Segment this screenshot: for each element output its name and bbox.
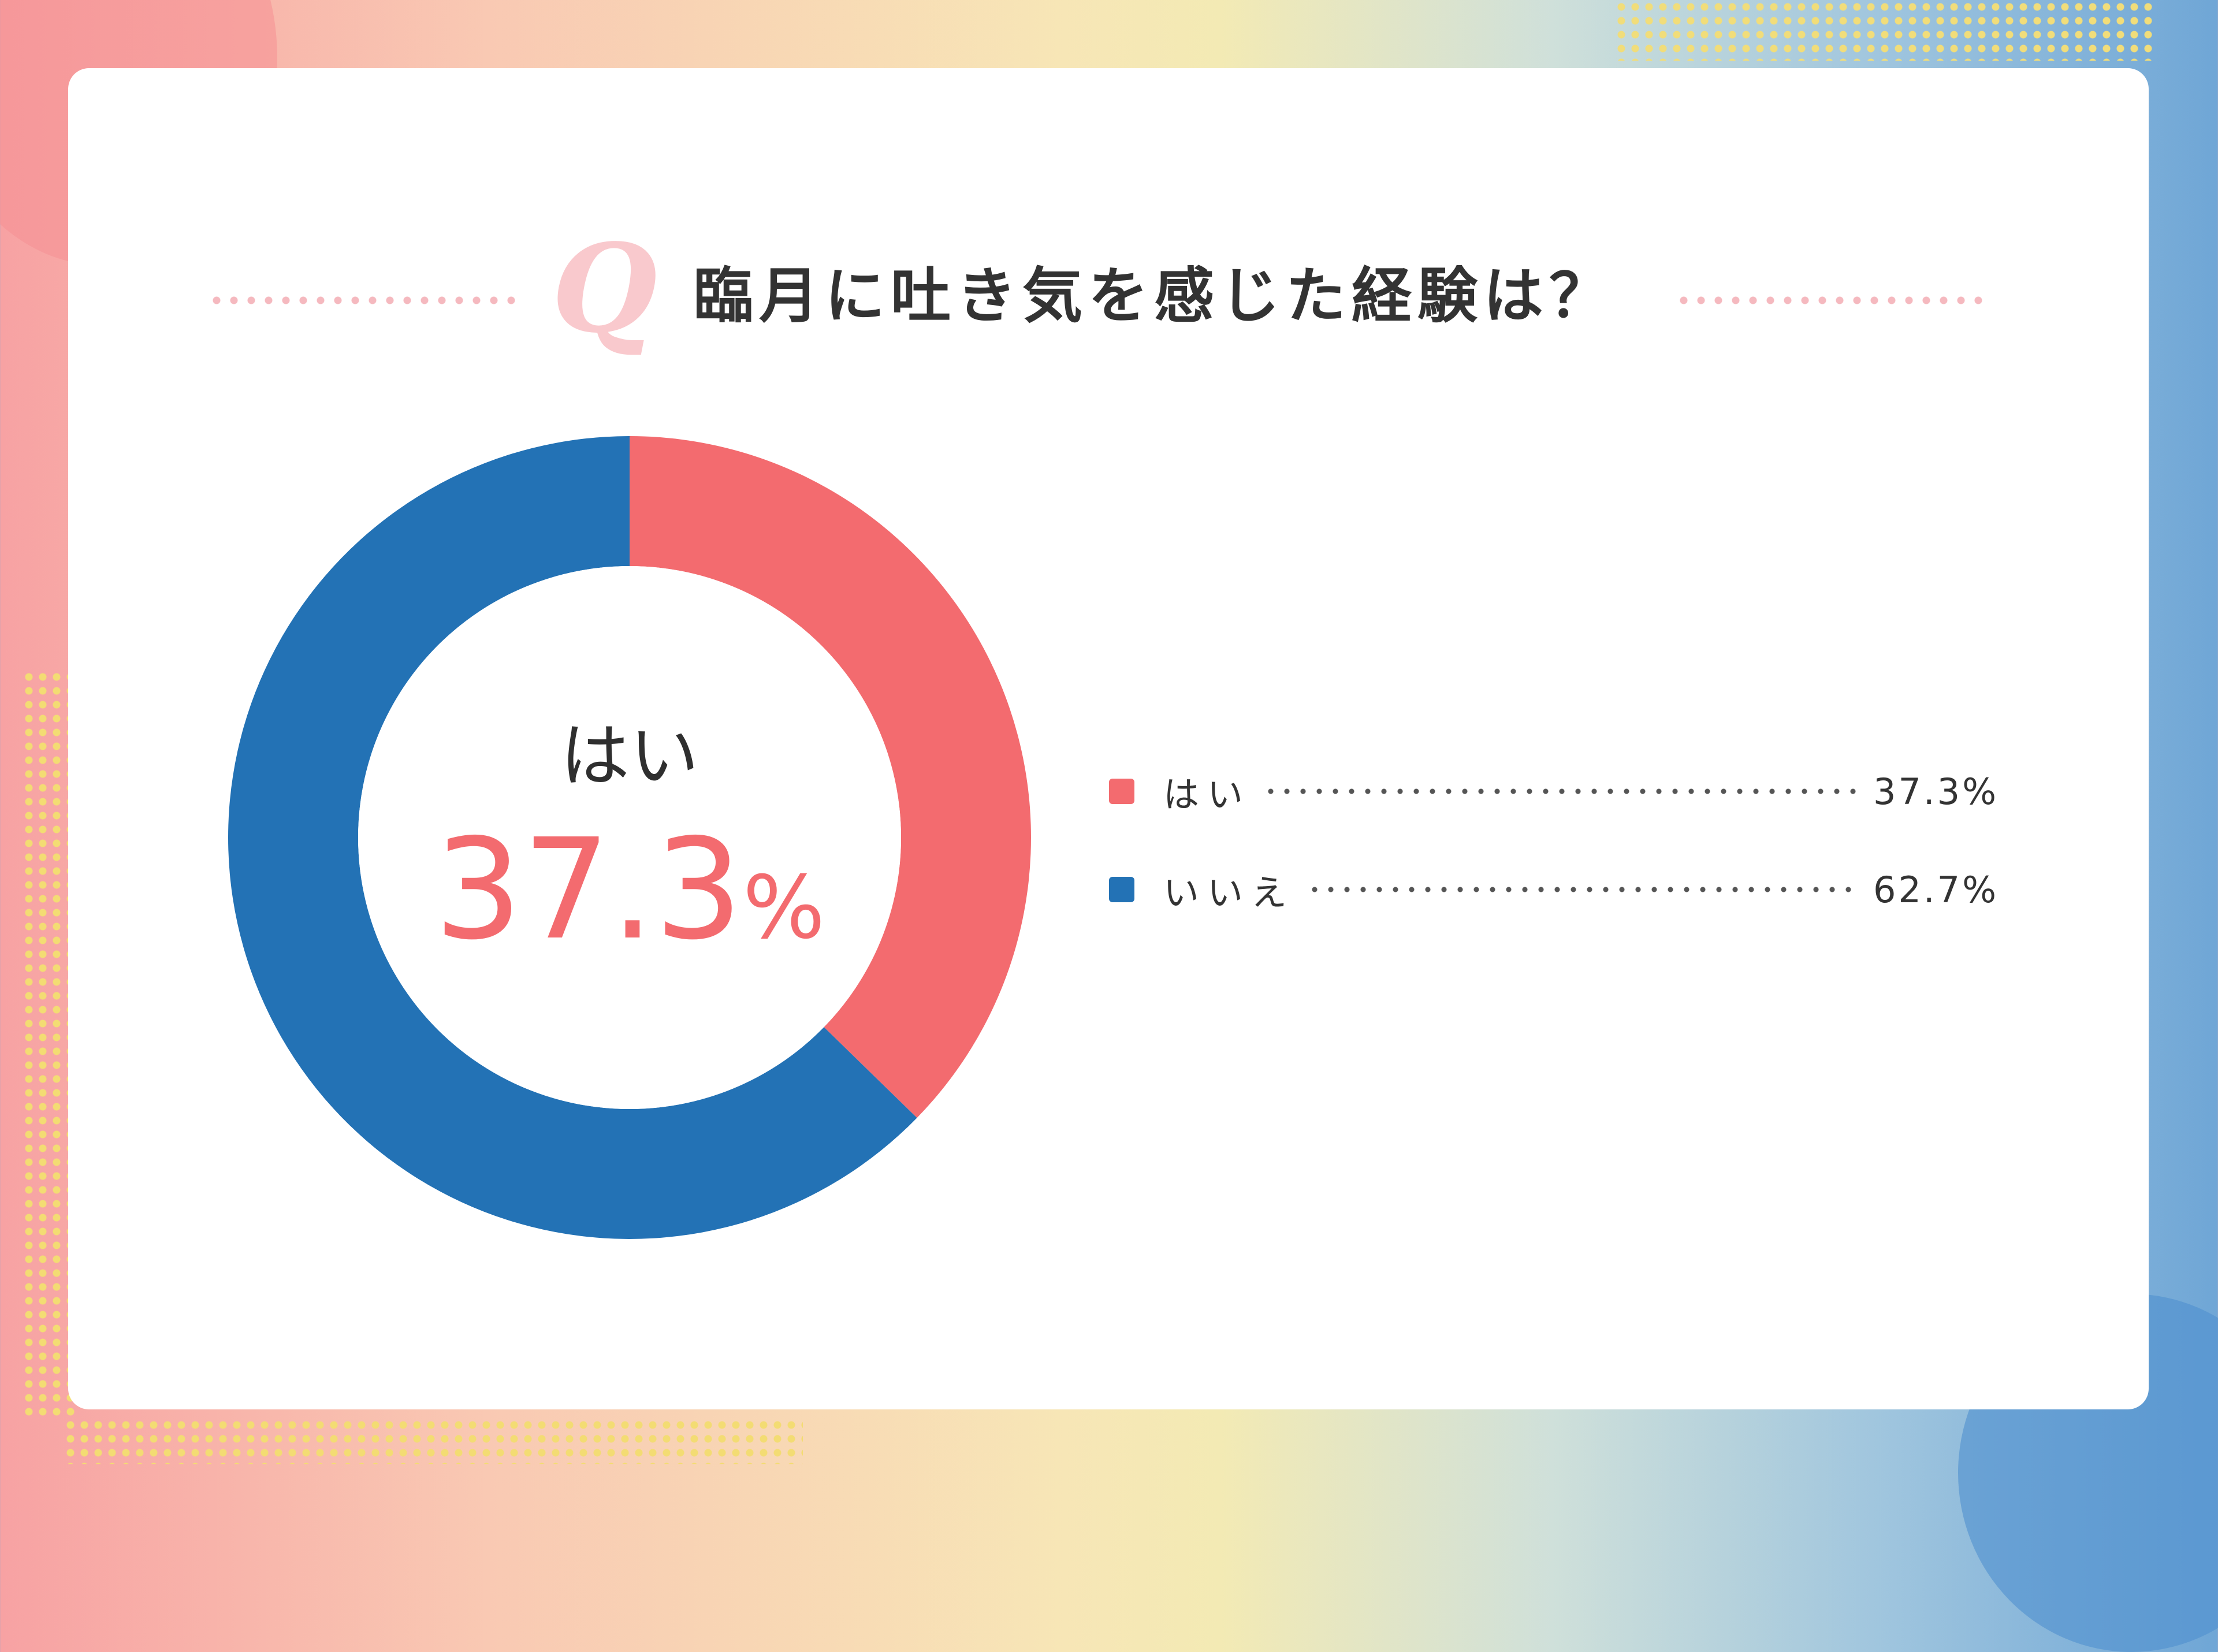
- donut-center-label: はい: [560, 716, 699, 797]
- legend-leader-dots: [1263, 788, 1862, 794]
- donut-slice-yes: [630, 436, 1031, 1118]
- donut-hole: [358, 566, 901, 1109]
- legend-leader-dots: [1307, 887, 1862, 892]
- donut-slice-no: [228, 436, 917, 1240]
- title-row: Q 臨月に吐き気を感じた経験は？: [208, 217, 1987, 370]
- legend-swatch-no: [1109, 877, 1134, 902]
- legend-label-no: いいえ: [1163, 872, 1296, 914]
- legend-label-yes: はい: [1163, 773, 1252, 816]
- legend-item-yes: はい 37.3%: [1109, 757, 1999, 826]
- legend-swatch-yes: [1109, 779, 1134, 804]
- legend-value-yes: 37.3%: [1873, 770, 1999, 813]
- donut-center-value: 37.3%: [399, 820, 861, 959]
- title-dotline-right: [1675, 296, 1987, 305]
- chart-title: 臨月に吐き気を感じた経験は？: [693, 261, 1616, 331]
- donut-center-unit: %: [742, 858, 825, 958]
- legend-item-no: いいえ 62.7%: [1109, 855, 1999, 924]
- legend-value-no: 62.7%: [1873, 868, 1999, 911]
- question-mark-q: Q: [552, 217, 657, 360]
- donut-center-number: 37.3: [434, 809, 743, 970]
- donut-chart: [228, 436, 1031, 1240]
- decor-dots-top-right: [1614, 0, 2157, 61]
- decor-dots-bottom: [64, 1418, 803, 1464]
- legend: はい 37.3% いいえ 62.7%: [1109, 757, 1999, 953]
- title-dotline-left: [208, 296, 520, 305]
